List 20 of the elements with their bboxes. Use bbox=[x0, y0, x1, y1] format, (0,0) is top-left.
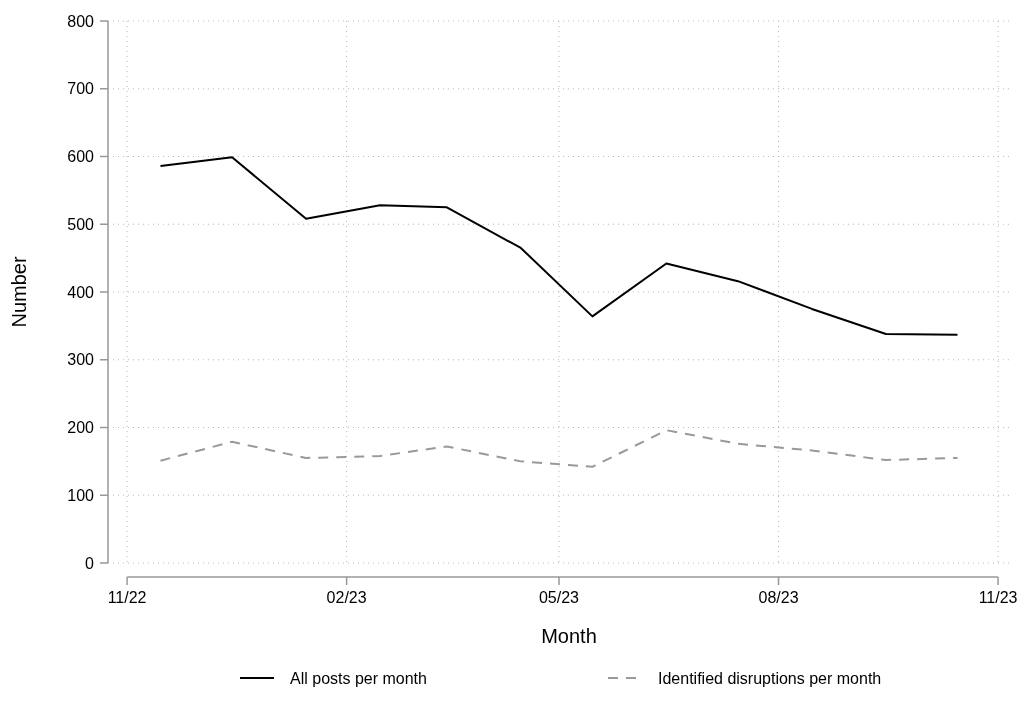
y-axis-title: Number bbox=[8, 256, 30, 328]
legend-label: All posts per month bbox=[290, 669, 427, 687]
y-tick-label: 800 bbox=[67, 12, 95, 30]
x-tick-label: 08/23 bbox=[758, 589, 799, 606]
x-tick-label: 05/23 bbox=[538, 589, 580, 606]
y-tick-label: 600 bbox=[67, 148, 95, 166]
y-tick-label: 0 bbox=[85, 554, 95, 572]
line-series bbox=[159, 156, 959, 336]
legend-label: Identified disruptions per month bbox=[658, 669, 882, 687]
y-tick-label: 500 bbox=[67, 215, 95, 233]
x-tick-label: 02/23 bbox=[326, 589, 367, 606]
y-tick-label: 300 bbox=[67, 351, 95, 369]
x-tick-label: 11/22 bbox=[107, 589, 147, 606]
y-tick-label: 200 bbox=[67, 419, 95, 437]
y-tick-label: 100 bbox=[67, 486, 95, 504]
y-tick-label: 400 bbox=[67, 283, 95, 301]
x-axis-title: Month bbox=[541, 625, 597, 647]
y-tick-label: 700 bbox=[67, 80, 95, 98]
x-tick-label: 11/23 bbox=[978, 589, 1018, 606]
line-series bbox=[159, 429, 959, 468]
